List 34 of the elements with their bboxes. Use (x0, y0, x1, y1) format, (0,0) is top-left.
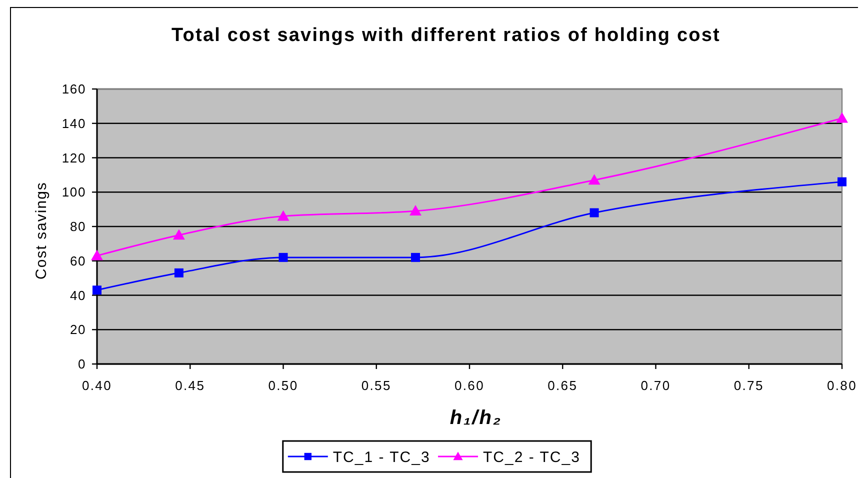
point (838, 177, 846, 186)
y-tick-label: 120 (62, 150, 86, 166)
point (277, 210, 290, 221)
legend-label: TC_1 - TC_3 (332, 448, 430, 466)
point (172, 229, 185, 240)
x-tick-label: 0.55 (361, 378, 392, 393)
point (410, 252, 420, 262)
x-tick-label: 0.60 (454, 378, 485, 393)
point (409, 205, 422, 216)
x-tick-label: 0.80 (826, 378, 858, 393)
point (836, 112, 848, 123)
y-tick-label: 80 (70, 219, 86, 234)
y-tick-label: 40 (70, 288, 86, 303)
x-tick-label: 0.40 (82, 378, 112, 393)
point (590, 208, 599, 218)
x-tick-label: 0.45 (175, 378, 206, 393)
x-tick-label: 0.50 (268, 378, 298, 393)
x-tick-label: 0.75 (734, 378, 764, 393)
y-tick-label: 60 (70, 253, 86, 268)
point (278, 252, 288, 262)
y-axis-title: Cost savings (33, 182, 50, 280)
legend-label: TC_2 - TC_3 (483, 448, 580, 466)
chart-title: Total cost savings with different ratios of holding cost (172, 25, 720, 46)
x-tick-label: 0.70 (640, 378, 671, 393)
point (91, 250, 103, 260)
x-axis-title: h₁/h₂ (450, 407, 502, 429)
y-tick-label: 140 (62, 116, 86, 131)
point (174, 268, 184, 278)
y-tick-label: 0 (78, 356, 86, 372)
y-tick-label: 20 (70, 322, 86, 338)
x-tick-label: 0.65 (548, 378, 578, 393)
y-tick-label: 160 (62, 82, 86, 97)
point (588, 174, 600, 185)
y-tick-label: 100 (62, 184, 86, 200)
